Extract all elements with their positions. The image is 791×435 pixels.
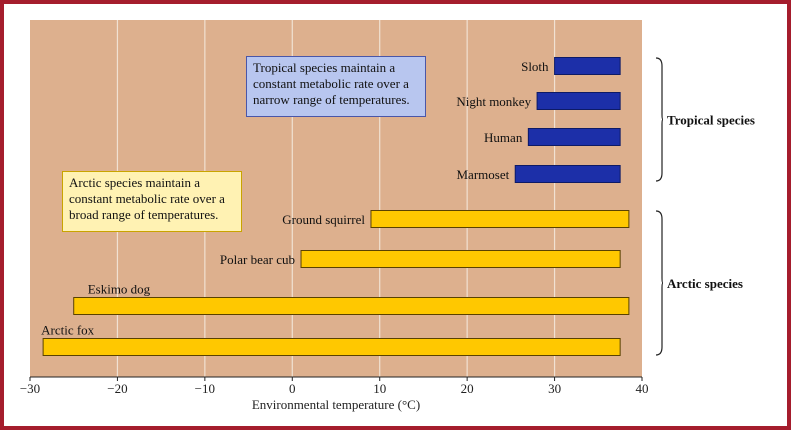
x-tick-label: 30	[548, 381, 561, 396]
x-tick-label: 10	[373, 381, 386, 396]
bar-ground-squirrel	[370, 210, 630, 228]
bar-marmoset	[514, 165, 621, 183]
bar-label: Marmoset	[457, 167, 510, 182]
bar-label: Ground squirrel	[282, 212, 365, 227]
tropical-annotation: Tropical species maintain a constant met…	[246, 56, 426, 117]
group-bracket	[655, 210, 664, 356]
bar-polar-bear-cub	[300, 250, 621, 268]
x-axis-label: Environmental temperature (°C)	[252, 397, 420, 412]
bar-label: Sloth	[521, 59, 549, 74]
bar-label: Human	[484, 130, 523, 145]
group-label: Tropical species	[667, 113, 755, 128]
x-tick-label: 0	[289, 381, 296, 396]
x-tick-label: 40	[636, 381, 649, 396]
x-tick-label: −20	[107, 381, 127, 396]
group-label: Arctic species	[667, 276, 743, 291]
arctic-annotation: Arctic species maintain a constant metab…	[62, 171, 242, 232]
bar-arctic-fox	[42, 338, 621, 356]
bar-sloth	[554, 57, 621, 75]
x-tick-label: −30	[20, 381, 40, 396]
bar-label: Night monkey	[456, 94, 531, 109]
bar-label: Eskimo dog	[88, 282, 151, 297]
bar-night-monkey	[536, 92, 621, 110]
bar-label: Arctic fox	[41, 323, 95, 338]
bar-label: Polar bear cub	[220, 252, 295, 267]
x-tick-label: 20	[461, 381, 474, 396]
group-bracket	[655, 57, 664, 182]
x-tick-label: −10	[195, 381, 215, 396]
bar-eskimo-dog	[73, 297, 630, 315]
bar-human	[527, 128, 621, 146]
